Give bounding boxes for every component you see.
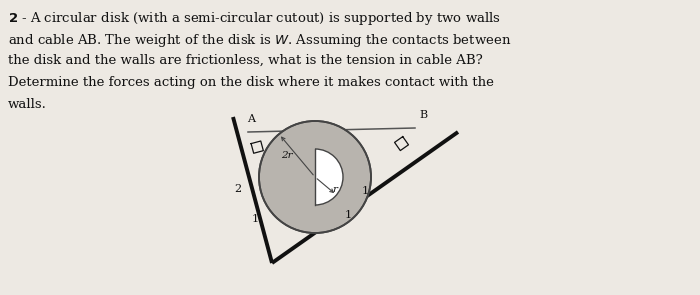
Text: $\mathbf{2}$ - A circular disk (with a semi-circular cutout) is supported by two: $\mathbf{2}$ - A circular disk (with a s…	[8, 10, 501, 27]
Text: Determine the forces acting on the disk where it makes contact with the: Determine the forces acting on the disk …	[8, 76, 494, 89]
Text: A: A	[247, 114, 255, 124]
Text: 2: 2	[234, 184, 241, 194]
Text: r: r	[332, 184, 337, 194]
Text: 1: 1	[251, 214, 258, 224]
Circle shape	[259, 121, 371, 233]
Text: 2r: 2r	[281, 150, 293, 160]
Text: 1: 1	[345, 211, 352, 220]
Text: walls.: walls.	[8, 98, 47, 111]
Text: and cable AB. The weight of the disk is $W$. Assuming the contacts between: and cable AB. The weight of the disk is …	[8, 32, 511, 49]
Text: B: B	[419, 110, 427, 120]
Wedge shape	[315, 149, 343, 205]
Text: 1: 1	[362, 186, 369, 196]
Text: the disk and the walls are frictionless, what is the tension in cable AB?: the disk and the walls are frictionless,…	[8, 54, 483, 67]
